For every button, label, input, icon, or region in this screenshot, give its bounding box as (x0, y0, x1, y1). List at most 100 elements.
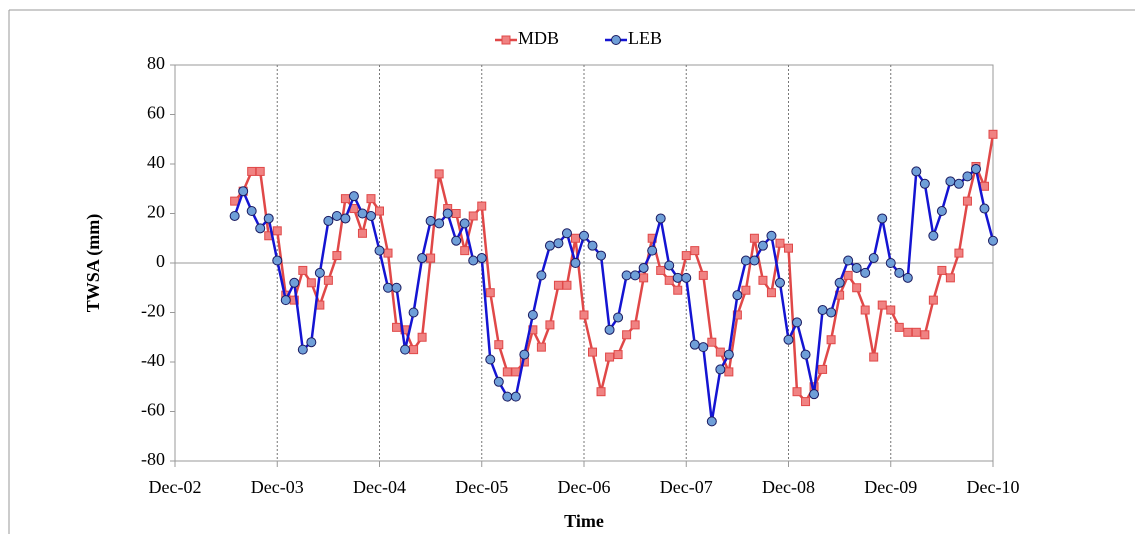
marker (511, 367, 521, 377)
marker (792, 317, 803, 328)
marker (766, 230, 777, 241)
marker (817, 305, 828, 316)
marker (485, 354, 496, 365)
marker (314, 267, 325, 278)
marker (723, 349, 734, 360)
marker (937, 265, 947, 275)
series-line (233, 166, 995, 422)
marker (545, 320, 555, 330)
marker (630, 270, 641, 281)
marker (263, 213, 274, 224)
marker (323, 215, 334, 226)
marker (826, 307, 837, 318)
marker (715, 364, 726, 375)
marker (698, 270, 708, 280)
legend-marker (611, 35, 621, 45)
marker (988, 129, 998, 139)
marker (289, 277, 300, 288)
marker (306, 337, 317, 348)
marker (331, 210, 342, 221)
marker (536, 270, 547, 281)
y-tick-label: 80 (147, 53, 165, 73)
y-tick-label: 40 (147, 152, 165, 172)
marker (298, 265, 308, 275)
marker (911, 166, 922, 177)
marker (681, 251, 691, 261)
marker (357, 228, 367, 238)
x-tick-label: Dec-03 (251, 477, 304, 497)
marker (280, 295, 291, 306)
marker (962, 196, 972, 206)
legend-label: MDB (518, 28, 559, 48)
marker (928, 295, 938, 305)
marker (911, 327, 921, 337)
marker (724, 367, 734, 377)
marker (392, 322, 402, 332)
marker (757, 240, 768, 251)
marker (945, 176, 956, 187)
marker (656, 265, 666, 275)
marker (332, 251, 342, 261)
marker (775, 238, 785, 248)
y-tick-label: -20 (141, 301, 165, 321)
marker (604, 324, 615, 335)
marker (561, 228, 572, 239)
marker (920, 330, 930, 340)
marker (852, 283, 862, 293)
x-tick-label: Dec-07 (660, 477, 713, 497)
marker (476, 253, 487, 264)
marker (340, 194, 350, 204)
marker (851, 262, 862, 273)
marker (255, 166, 265, 176)
marker (596, 250, 607, 261)
marker (613, 350, 623, 360)
marker (460, 246, 470, 256)
marker (348, 191, 359, 202)
marker (664, 275, 674, 285)
y-tick-label: 20 (147, 202, 165, 222)
marker (485, 288, 495, 298)
marker (366, 194, 376, 204)
marker (732, 290, 743, 301)
marker (417, 253, 428, 264)
marker (706, 416, 717, 427)
marker (894, 322, 904, 332)
marker (860, 267, 871, 278)
marker (434, 169, 444, 179)
marker (306, 278, 316, 288)
marker (622, 330, 632, 340)
marker (801, 397, 811, 407)
marker (323, 275, 333, 285)
marker (647, 245, 658, 256)
marker (673, 285, 683, 295)
marker (698, 342, 709, 353)
marker (843, 255, 854, 266)
marker (928, 230, 939, 241)
y-tick-label: 60 (147, 103, 165, 123)
marker (383, 248, 393, 258)
y-tick-label: -60 (141, 400, 165, 420)
marker (953, 178, 964, 189)
marker (409, 345, 419, 355)
marker (707, 337, 717, 347)
marker (451, 209, 461, 218)
x-tick-label: Dec-02 (149, 477, 202, 497)
marker (340, 213, 351, 224)
y-axis-title: TWSA (mm) (83, 214, 104, 313)
marker (936, 206, 947, 217)
marker (536, 342, 546, 352)
marker (229, 210, 240, 221)
marker (255, 223, 266, 234)
marker (579, 310, 589, 320)
marker (426, 253, 436, 263)
marker (843, 270, 853, 280)
marker (740, 255, 751, 266)
marker (655, 213, 666, 224)
marker (588, 347, 598, 357)
x-tick-label: Dec-06 (558, 477, 611, 497)
x-tick-label: Dec-08 (762, 477, 815, 497)
marker (383, 282, 394, 293)
marker (570, 258, 581, 268)
marker (544, 240, 555, 251)
marker (868, 253, 879, 264)
